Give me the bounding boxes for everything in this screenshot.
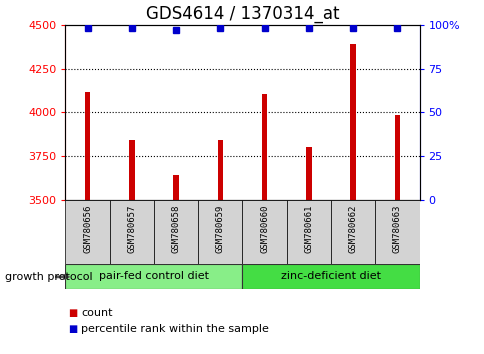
- Bar: [350, 44, 355, 200]
- Text: count: count: [81, 308, 113, 318]
- Bar: [286, 200, 330, 264]
- Text: ■: ■: [68, 324, 77, 334]
- Bar: [242, 264, 419, 289]
- Bar: [85, 92, 90, 200]
- Text: GSM780663: GSM780663: [392, 205, 401, 253]
- Bar: [65, 200, 109, 264]
- Bar: [375, 200, 419, 264]
- Text: zinc-deficient diet: zinc-deficient diet: [280, 271, 380, 281]
- Bar: [198, 200, 242, 264]
- Text: growth protocol: growth protocol: [5, 272, 92, 282]
- Text: GSM780662: GSM780662: [348, 205, 357, 253]
- Text: GSM780660: GSM780660: [259, 205, 269, 253]
- Text: GSM780656: GSM780656: [83, 205, 92, 253]
- Text: GSM780658: GSM780658: [171, 205, 180, 253]
- Text: pair-fed control diet: pair-fed control diet: [99, 271, 209, 281]
- Bar: [109, 200, 153, 264]
- Bar: [217, 139, 223, 200]
- Text: GSM780657: GSM780657: [127, 205, 136, 253]
- Bar: [330, 200, 375, 264]
- Bar: [394, 115, 399, 200]
- Text: GSM780661: GSM780661: [304, 205, 313, 253]
- Bar: [261, 94, 267, 200]
- Text: ■: ■: [68, 308, 77, 318]
- Bar: [129, 141, 134, 200]
- Bar: [173, 176, 179, 200]
- Text: GSM780659: GSM780659: [215, 205, 225, 253]
- Bar: [65, 264, 242, 289]
- Bar: [305, 147, 311, 200]
- Text: percentile rank within the sample: percentile rank within the sample: [81, 324, 269, 334]
- Title: GDS4614 / 1370314_at: GDS4614 / 1370314_at: [146, 6, 338, 23]
- Bar: [242, 200, 286, 264]
- Bar: [153, 200, 198, 264]
